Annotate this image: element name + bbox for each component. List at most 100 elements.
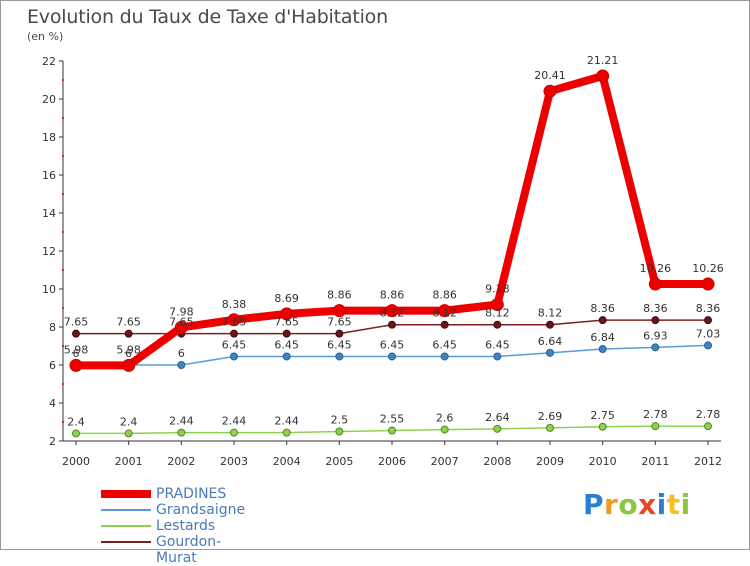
data-point-gourdon-murat bbox=[282, 329, 291, 338]
data-point-grandsaigne bbox=[282, 352, 291, 361]
data-label-lestards: 2.69 bbox=[538, 410, 563, 423]
legend-label-lestards: Lestards bbox=[156, 518, 216, 534]
data-label-grandsaigne: 6.45 bbox=[432, 338, 457, 351]
data-label-pradines: 7.98 bbox=[169, 305, 194, 318]
x-tick-label: 2007 bbox=[431, 455, 459, 468]
data-label-grandsaigne: 6 bbox=[73, 347, 80, 360]
data-label-lestards: 2.44 bbox=[274, 415, 299, 428]
data-point-gourdon-murat bbox=[335, 329, 344, 338]
y-tick-label: 20 bbox=[42, 93, 56, 106]
legend-swatch-pradines bbox=[101, 490, 151, 498]
data-point-lestards bbox=[124, 429, 133, 438]
data-label-pradines: 10.26 bbox=[692, 262, 724, 275]
data-label-grandsaigne: 6.64 bbox=[538, 335, 563, 348]
data-label-gourdon-murat: 8.12 bbox=[380, 307, 405, 320]
data-point-lestards bbox=[72, 429, 80, 438]
data-point-grandsaigne bbox=[546, 348, 554, 357]
data-label-pradines: 8.86 bbox=[327, 289, 352, 302]
data-label-grandsaigne: 6.45 bbox=[485, 338, 510, 351]
data-point-pradines bbox=[543, 84, 557, 98]
data-label-gourdon-murat: 8.12 bbox=[485, 307, 510, 320]
data-label-lestards: 2.64 bbox=[485, 411, 510, 424]
y-minor-tick bbox=[62, 307, 64, 309]
data-point-lestards bbox=[177, 428, 186, 437]
data-point-grandsaigne bbox=[704, 341, 712, 350]
data-point-grandsaigne bbox=[598, 345, 607, 354]
data-point-gourdon-murat bbox=[230, 329, 238, 338]
data-label-pradines: 20.41 bbox=[534, 69, 566, 82]
data-point-gourdon-murat bbox=[493, 320, 502, 329]
data-point-grandsaigne bbox=[493, 352, 502, 361]
data-label-grandsaigne: 6.93 bbox=[643, 329, 668, 342]
y-tick-label: 14 bbox=[42, 207, 56, 220]
data-label-pradines: 8.69 bbox=[274, 292, 299, 305]
legend-label-pradines: PRADINES bbox=[156, 486, 227, 502]
x-tick-label: 2011 bbox=[641, 455, 669, 468]
x-tick-label: 2009 bbox=[536, 455, 564, 468]
data-point-pradines bbox=[332, 304, 346, 318]
data-label-gourdon-murat: 7.65 bbox=[169, 316, 194, 329]
x-tick-label: 2001 bbox=[115, 455, 143, 468]
data-label-pradines: 5.98 bbox=[116, 343, 141, 356]
data-label-pradines: 8.86 bbox=[380, 289, 405, 302]
y-tick-label: 10 bbox=[42, 283, 56, 296]
logo-letter: i bbox=[680, 488, 691, 521]
data-point-pradines bbox=[280, 307, 294, 321]
data-label-pradines: 10.26 bbox=[640, 262, 672, 275]
data-label-lestards: 2.4 bbox=[67, 415, 85, 428]
x-tick-label: 2002 bbox=[167, 455, 195, 468]
data-label-grandsaigne: 6.45 bbox=[380, 338, 405, 351]
data-label-lestards: 2.44 bbox=[169, 415, 194, 428]
logo-letter: i bbox=[656, 488, 667, 521]
data-label-gourdon-murat: 8.36 bbox=[590, 302, 615, 315]
data-point-gourdon-murat bbox=[598, 316, 607, 325]
y-tick-label: 12 bbox=[42, 245, 56, 258]
y-tick-label: 2 bbox=[49, 435, 56, 448]
legend-swatch-gourdon-murat bbox=[101, 541, 151, 543]
data-point-pradines bbox=[227, 313, 241, 327]
x-tick-label: 2012 bbox=[694, 455, 722, 468]
data-label-gourdon-murat: 8.36 bbox=[696, 302, 721, 315]
data-label-gourdon-murat: 8.12 bbox=[538, 307, 563, 320]
data-point-gourdon-murat bbox=[440, 320, 449, 329]
data-label-grandsaigne: 6.45 bbox=[327, 338, 352, 351]
data-point-lestards bbox=[704, 422, 712, 431]
data-point-pradines bbox=[438, 304, 452, 318]
data-point-lestards bbox=[440, 425, 449, 434]
legend-swatch-grandsaigne bbox=[101, 509, 151, 511]
data-point-pradines bbox=[174, 320, 188, 334]
logo-letter: r bbox=[604, 488, 619, 521]
data-label-grandsaigne: 6.45 bbox=[274, 338, 299, 351]
y-tick-label: 4 bbox=[49, 397, 56, 410]
y-tick-label: 6 bbox=[49, 359, 56, 372]
data-point-lestards bbox=[335, 427, 344, 436]
y-minor-tick bbox=[62, 269, 64, 271]
chart-title: Evolution du Taux de Taxe d'Habitation bbox=[27, 6, 388, 28]
y-minor-tick bbox=[62, 155, 64, 157]
data-point-lestards bbox=[388, 426, 396, 435]
legend-label-gourdon-murat: Gourdon-Murat bbox=[156, 534, 222, 566]
x-tick-label: 2000 bbox=[62, 455, 90, 468]
logo-letter: t bbox=[666, 488, 681, 521]
data-label-pradines: 21.21 bbox=[587, 54, 619, 67]
data-point-pradines bbox=[701, 277, 715, 291]
data-point-pradines bbox=[596, 69, 610, 83]
data-point-pradines bbox=[69, 358, 83, 372]
data-label-lestards: 2.55 bbox=[380, 413, 405, 426]
data-point-pradines bbox=[385, 304, 399, 318]
data-label-gourdon-murat: 8.12 bbox=[432, 307, 457, 320]
data-label-lestards: 2.78 bbox=[696, 408, 721, 421]
data-point-grandsaigne bbox=[651, 343, 660, 352]
legend-label-grandsaigne: Grandsaigne bbox=[156, 502, 246, 518]
data-label-lestards: 2.44 bbox=[222, 415, 247, 428]
data-point-pradines bbox=[490, 298, 504, 312]
y-minor-tick bbox=[62, 79, 64, 81]
data-label-gourdon-murat: 7.65 bbox=[64, 316, 89, 329]
data-point-lestards bbox=[598, 422, 607, 431]
proxiti-logo: Proxiti bbox=[583, 488, 691, 521]
data-label-lestards: 2.5 bbox=[331, 414, 349, 427]
data-label-gourdon-murat: 7.65 bbox=[222, 316, 247, 329]
data-point-gourdon-murat bbox=[72, 329, 80, 338]
data-point-gourdon-murat bbox=[651, 316, 660, 325]
